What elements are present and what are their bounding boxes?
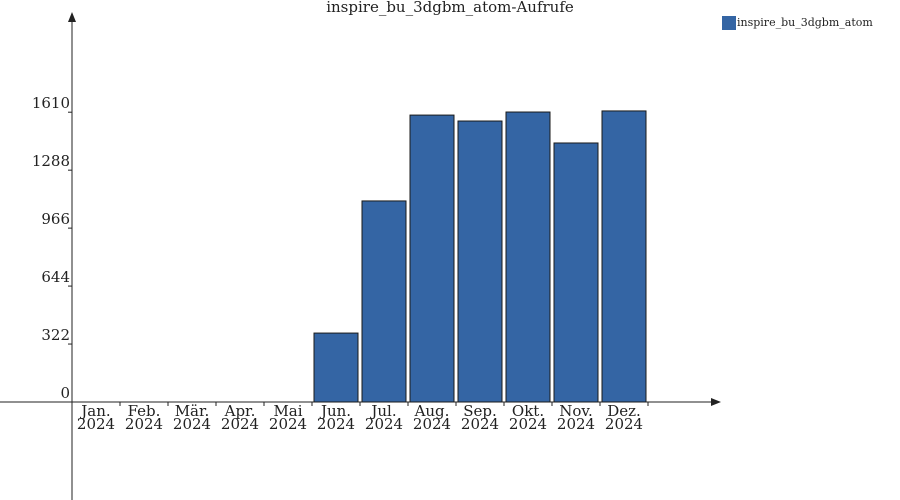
x-tick-label: Apr. 2024 [220, 402, 260, 433]
x-tick-label: Dez. 2024 [604, 402, 644, 433]
y-tick-label: 0 [60, 384, 70, 402]
bar [601, 110, 647, 403]
x-tick-label: Feb. 2024 [124, 402, 164, 433]
y-arrow [68, 12, 76, 22]
legend-label: inspire_bu_3dgbm_atom [737, 16, 873, 29]
x-tick-label: Mai 2024 [268, 402, 308, 433]
y-tick-label: 322 [41, 326, 70, 344]
bar [361, 200, 407, 403]
x-tick-label: Nov. 2024 [556, 402, 596, 433]
x-arrow [711, 398, 721, 406]
x-tick-label: Sep. 2024 [460, 402, 500, 433]
x-tick-label: Jul. 2024 [364, 402, 404, 433]
chart-title: inspire_bu_3dgbm_atom-Aufrufe [326, 0, 574, 16]
y-tick-label: 1610 [32, 94, 70, 112]
x-tick-label: Mär. 2024 [172, 402, 212, 433]
x-tick-label: Aug. 2024 [412, 402, 452, 433]
y-tick-label: 1288 [32, 152, 70, 170]
bar [313, 332, 359, 403]
legend-swatch [722, 16, 736, 30]
bar [505, 111, 551, 403]
y-tick-label: 644 [41, 268, 70, 286]
x-tick-label: Okt. 2024 [508, 402, 548, 433]
bar [457, 120, 503, 403]
x-tick-label: Jun. 2024 [316, 402, 356, 433]
x-tick-label: Jan. 2024 [76, 402, 116, 433]
bar [553, 142, 599, 403]
y-tick-label: 966 [41, 210, 70, 228]
bar [409, 114, 455, 403]
